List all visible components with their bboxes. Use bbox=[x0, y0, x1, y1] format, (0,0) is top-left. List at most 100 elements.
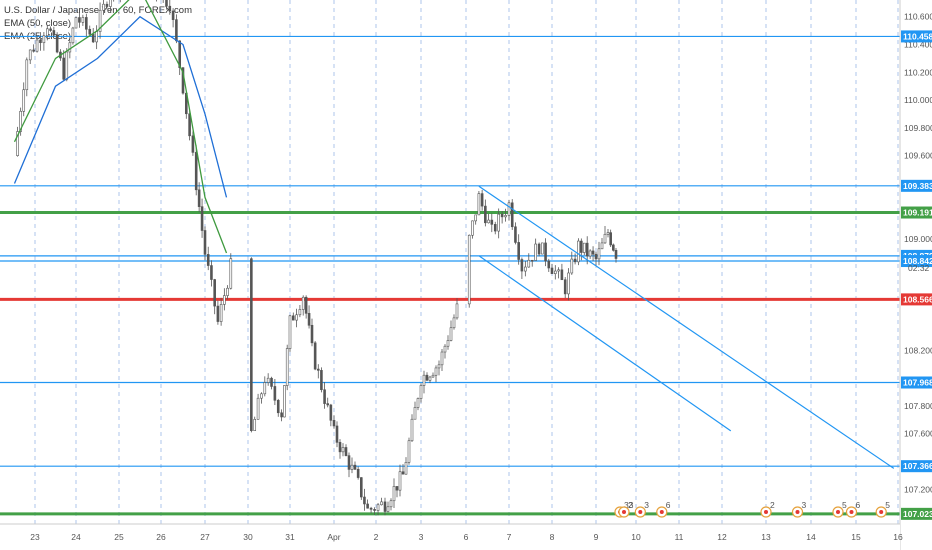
candle-body-115 bbox=[404, 462, 408, 475]
candle-body-117 bbox=[410, 418, 414, 442]
candle-body-16 bbox=[68, 42, 72, 53]
event-marker-dot-8 bbox=[879, 510, 884, 514]
candle-body-177 bbox=[609, 232, 612, 246]
candle-body-75 bbox=[280, 412, 283, 418]
candle-body-71 bbox=[266, 377, 270, 383]
candle-body-81 bbox=[298, 309, 302, 316]
candle-body-151 bbox=[527, 259, 531, 268]
price-tag-text: 107.023 bbox=[903, 509, 932, 519]
price-tag-text: 110.458 bbox=[903, 31, 932, 41]
event-marker-dot-7 bbox=[849, 510, 854, 514]
price-tag-text: 107.968 bbox=[903, 378, 932, 388]
candle-body-160 bbox=[557, 269, 560, 272]
x-tick-label: 31 bbox=[285, 532, 295, 542]
price-tag-107.366: 107.366 bbox=[901, 460, 932, 473]
candle-body-47 bbox=[171, 10, 175, 20]
candle-body-146 bbox=[510, 202, 514, 228]
event-marker-count: 5 bbox=[842, 500, 847, 510]
candle-body-12 bbox=[55, 34, 59, 53]
candle-body-129 bbox=[446, 340, 450, 347]
candle-body-157 bbox=[547, 260, 551, 269]
candle-body-126 bbox=[437, 364, 441, 369]
candle-body-109 bbox=[386, 506, 390, 512]
candle-body-119 bbox=[416, 398, 420, 408]
candle-body-169 bbox=[585, 242, 589, 257]
candle-body-97 bbox=[347, 455, 351, 470]
candle-body-79 bbox=[291, 315, 295, 321]
legend-ema-50: EMA (50, close) bbox=[4, 18, 72, 29]
candle-body-24 bbox=[95, 31, 98, 43]
candle-body-114 bbox=[401, 471, 405, 475]
candle-body-55 bbox=[197, 189, 201, 207]
candle-body-78 bbox=[288, 315, 292, 349]
x-tick-label: Apr bbox=[327, 532, 340, 542]
ema-50-line bbox=[13, 15, 228, 198]
price-tag-text: 109.191 bbox=[903, 208, 932, 218]
candle-body-147 bbox=[514, 226, 517, 243]
candle-body-87 bbox=[316, 368, 320, 371]
candle-body-80 bbox=[295, 314, 298, 321]
candle-body-89 bbox=[323, 389, 326, 404]
candle-body-17 bbox=[71, 27, 75, 44]
candle-body-106 bbox=[376, 504, 380, 511]
candle-body-124 bbox=[431, 374, 435, 378]
candle-body-113 bbox=[398, 471, 402, 491]
candle-body-161 bbox=[560, 269, 564, 281]
price-tag-108.842: 108.842 bbox=[901, 255, 932, 268]
candle-body-110 bbox=[389, 500, 393, 508]
price-tag-108.566: 108.566 bbox=[901, 293, 932, 306]
candle-body-18 bbox=[74, 17, 78, 29]
event-marker-dot-3 bbox=[659, 510, 664, 514]
price-tag-text: 107.366 bbox=[903, 461, 932, 471]
y-tick-label: 108.200 bbox=[904, 345, 932, 355]
candle-body-162 bbox=[563, 279, 567, 295]
candle-body-15 bbox=[65, 51, 69, 80]
candle-body-8 bbox=[42, 35, 46, 44]
candle-body-144 bbox=[504, 215, 507, 218]
candle-body-170 bbox=[588, 250, 592, 257]
candle-body-48 bbox=[175, 19, 178, 42]
x-tick-label: 23 bbox=[30, 532, 40, 542]
candle-body-176 bbox=[606, 232, 610, 235]
candle-body-154 bbox=[537, 243, 541, 255]
candle-body-107 bbox=[380, 501, 383, 506]
candle-body-91 bbox=[329, 404, 333, 421]
event-marker-count: 5 bbox=[885, 500, 890, 510]
price-tag-bg bbox=[901, 293, 932, 306]
candle-body-98 bbox=[350, 464, 354, 470]
candle-body-73 bbox=[273, 386, 277, 401]
candle-body-90 bbox=[326, 403, 330, 406]
candle-body-53 bbox=[191, 135, 195, 153]
x-tick-label: 13 bbox=[761, 532, 771, 542]
candle-body-46 bbox=[168, 5, 172, 12]
y-tick-label: 107.800 bbox=[904, 401, 932, 411]
candle-body-19 bbox=[78, 17, 81, 23]
candle-body-152 bbox=[530, 259, 534, 262]
candle-body-105 bbox=[373, 509, 376, 511]
candle-body-0 bbox=[16, 131, 19, 156]
candle-body-164 bbox=[570, 258, 574, 274]
candle-body-101 bbox=[359, 477, 363, 498]
candle-body-22 bbox=[88, 28, 92, 35]
candle-body-171 bbox=[591, 250, 595, 255]
candle-body-120 bbox=[419, 385, 423, 399]
candle-body-69 bbox=[260, 393, 263, 399]
price-tag-bg bbox=[901, 460, 932, 473]
candle-body-179 bbox=[614, 250, 618, 259]
candle-body-82 bbox=[301, 296, 305, 310]
candle-body-57 bbox=[203, 230, 207, 255]
y-tick-label: 107.200 bbox=[904, 484, 932, 494]
candle-body-174 bbox=[600, 242, 604, 250]
candle-body-140 bbox=[490, 219, 494, 225]
candle-body-86 bbox=[313, 342, 317, 370]
candle-body-92 bbox=[332, 420, 336, 427]
price-tag-bg bbox=[901, 179, 932, 192]
candle-body-45 bbox=[165, 0, 168, 7]
candle-body-74 bbox=[276, 399, 280, 414]
candle-body-145 bbox=[507, 202, 511, 216]
candle-body-23 bbox=[91, 33, 95, 43]
x-tick-label: 8 bbox=[550, 532, 555, 542]
price-tag-bg bbox=[901, 206, 932, 219]
price-tag-text: 108.842 bbox=[903, 256, 932, 266]
